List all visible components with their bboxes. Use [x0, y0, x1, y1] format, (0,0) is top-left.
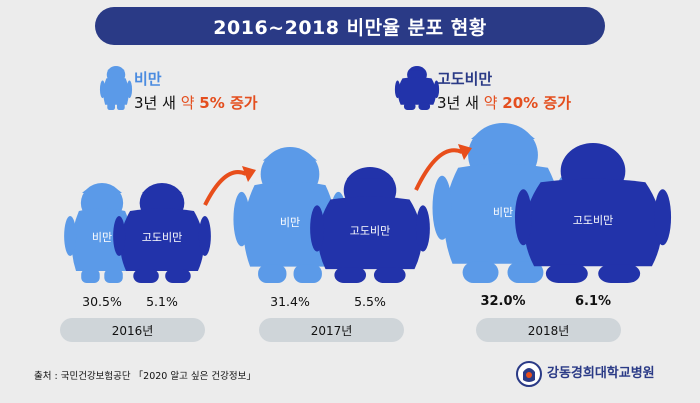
figure-severe-2018년: 고도비만 — [514, 143, 672, 283]
legend-obese-label: 비만 — [134, 70, 162, 88]
legend-obese-desc: 3년 새 약 5% 증가 — [134, 92, 258, 113]
value-label-obese-2016: 30.5% — [82, 294, 122, 309]
figure-severe-2016년: 고도비만 — [113, 183, 211, 283]
legend-obese-desc-prefix: 3년 새 — [134, 94, 181, 112]
svg-text:고도비만: 고도비만 — [350, 224, 390, 237]
legend-severe-label: 고도비만 — [437, 70, 493, 88]
legend-severe-desc-value: 20% 증가 — [502, 94, 571, 112]
legend-obese-desc-keyword: 약 — [180, 94, 200, 112]
svg-text:고도비만: 고도비만 — [142, 231, 182, 244]
source-note: 출처 : 국민건강보험공단 「2020 알고 싶은 건강정보」 — [34, 371, 256, 382]
hospital-brand: 강동경희대학교병원 — [547, 366, 655, 381]
value-label-obese-2018: 32.0% — [480, 294, 526, 309]
hospital-logo-icon — [516, 361, 542, 387]
legend-obese-icon — [99, 66, 133, 110]
value-label-severe-2017: 5.5% — [354, 294, 386, 309]
figure-severe-2017년: 고도비만 — [310, 167, 430, 283]
legend-severe-desc: 3년 새 약 20% 증가 — [437, 92, 571, 113]
year-label-2016: 2016년 — [60, 318, 205, 342]
page-title: 2016~2018 비만율 분포 현황 — [95, 7, 605, 45]
svg-text:비만: 비만 — [92, 231, 112, 244]
legend-obese-desc-value: 5% 증가 — [199, 94, 258, 112]
growth-arrow-1 — [203, 166, 256, 206]
year-label-2018: 2018년 — [476, 318, 621, 342]
svg-text:비만: 비만 — [280, 216, 300, 229]
value-label-severe-2018: 6.1% — [574, 294, 612, 309]
growth-arrow-2 — [414, 144, 472, 191]
svg-text:비만: 비만 — [493, 206, 513, 219]
legend-severe-icon — [394, 66, 440, 110]
value-label-severe-2016: 5.1% — [146, 294, 178, 309]
year-label-2017: 2017년 — [259, 318, 404, 342]
svg-text:고도비만: 고도비만 — [573, 214, 613, 227]
legend-severe-desc-keyword: 약 — [483, 94, 503, 112]
legend-severe-desc-prefix: 3년 새 — [437, 94, 484, 112]
value-label-obese-2017: 31.4% — [270, 294, 310, 309]
